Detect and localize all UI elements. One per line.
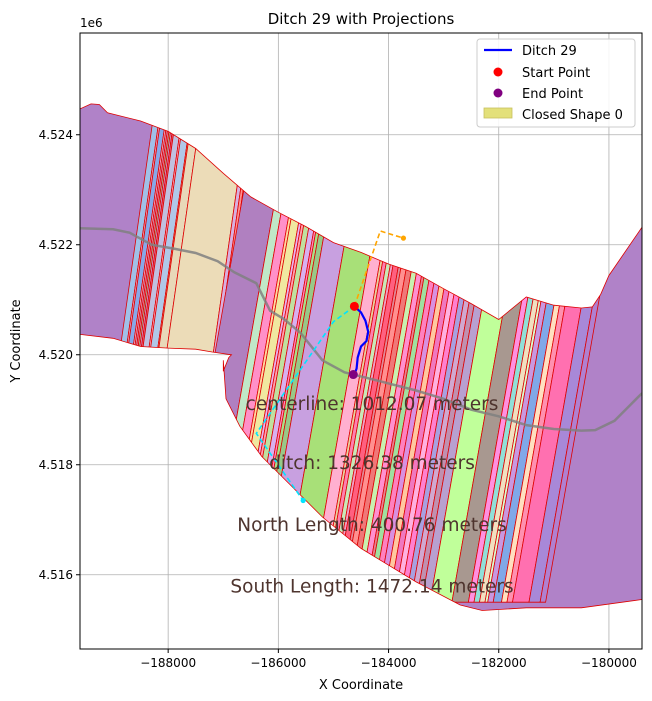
north-projection: [353, 230, 404, 307]
annotation-ditch: ditch: 1326.38 meters: [269, 453, 475, 474]
legend-end-label: End Point: [522, 87, 583, 102]
x-tick-label: −180000: [581, 656, 637, 670]
south-projection-end-dot: [300, 497, 306, 504]
legend: Ditch 29 Start Point End Point Closed Sh…: [476, 38, 636, 128]
y-axis-label: Y Coordinate: [9, 299, 24, 383]
south-projection: [255, 305, 355, 501]
north-projection-end-dot: [400, 235, 407, 241]
x-axis-label: X Coordinate: [319, 678, 403, 693]
start-point-marker: [349, 301, 359, 311]
chart-title: Ditch 29 with Projections: [268, 10, 455, 28]
x-tick-label: −184000: [361, 656, 417, 670]
legend-shape-swatch: [483, 107, 513, 119]
y-tick-label: 4.520: [39, 348, 73, 362]
x-axis-ticks: −188000 −186000 −184000 −182000 −180000: [140, 649, 637, 670]
y-tick-label: 4.522: [39, 238, 73, 252]
y-tick-label: 4.516: [39, 568, 73, 582]
y-tick-label: 4.524: [39, 128, 73, 142]
annotation-south-length: South Length: 1472.14 meters: [230, 576, 513, 597]
legend-start-label: Start Point: [522, 66, 590, 81]
legend-ditch-label: Ditch 29: [522, 44, 577, 59]
centerline: [80, 226, 642, 432]
x-tick-label: −186000: [250, 656, 306, 670]
x-tick-label: −182000: [471, 656, 527, 670]
annotations: centerline: 1012.07 meters ditch: 1326.3…: [230, 394, 513, 598]
ditch-line: [353, 305, 370, 375]
y-axis-ticks: 4.516 4.518 4.520 4.522 4.524: [39, 128, 80, 582]
y-axis-offset-label: 1e6: [80, 16, 103, 30]
end-point-marker: [348, 370, 358, 380]
annotation-centerline: centerline: 1012.07 meters: [246, 394, 499, 415]
y-tick-label: 4.518: [39, 458, 73, 472]
legend-box: [476, 38, 636, 128]
legend-shape-label: Closed Shape 0: [522, 108, 623, 123]
annotation-north-length: North Length: 400.76 meters: [237, 515, 506, 536]
axes-frame: [79, 32, 643, 650]
legend-start-swatch: [493, 67, 503, 77]
x-tick-label: −188000: [140, 656, 196, 670]
closed-shape-outline: [80, 103, 642, 611]
legend-end-swatch: [493, 88, 503, 98]
projection-lines: [255, 230, 407, 504]
